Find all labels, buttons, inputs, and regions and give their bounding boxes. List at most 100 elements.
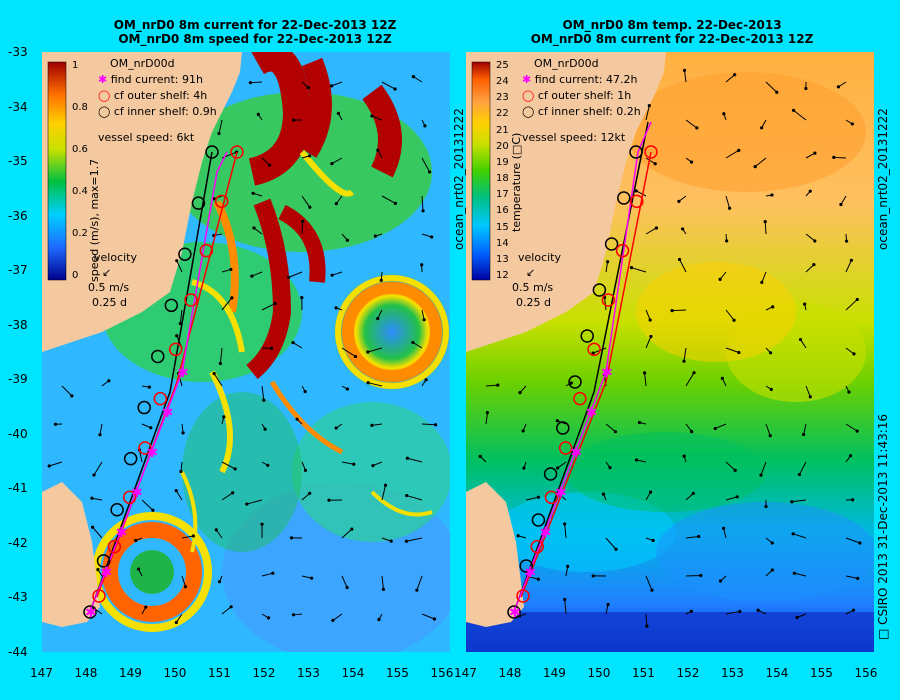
velocity-arrow-head (791, 108, 796, 112)
velocity-arrow-head (366, 350, 370, 354)
speed-map: ✱ ✱ ✱ ✱ ✱ ✱ ✱ (42, 52, 450, 652)
velocity-arrow-head (90, 496, 94, 500)
velocity-arrow-head (181, 431, 185, 435)
velocity-arrow-head (690, 430, 694, 434)
velocity-arrow (635, 190, 647, 197)
velocity-arrow (221, 461, 236, 470)
velocity-arrow (765, 81, 778, 93)
velocity-title: velocity (518, 251, 561, 264)
velocity-arrow-head (768, 434, 772, 438)
speed-map-panel[interactable]: ✱ ✱ ✱ ✱ ✱ ✱ ✱ 1 0.8 0.6 0.4 0.2 0 speed (m/s), max=… (42, 52, 450, 652)
velocity-arrow-head (222, 415, 226, 419)
velocity-arrow-head (555, 419, 559, 423)
outer-shelf-marker (615, 243, 630, 258)
velocity-arrow-head (269, 346, 274, 351)
velocity-arrow-head (764, 504, 768, 509)
velocity-arrow (636, 459, 647, 463)
velocity-arrow-head (812, 262, 816, 267)
colorbar-tick-label: 12 (496, 270, 509, 281)
velocity-arrow (381, 81, 396, 90)
velocity-arrow-head (653, 162, 657, 166)
y-tick-label: -36 (8, 208, 28, 223)
left-legend: OM_nrD00d ✱ find current: 91h ◯ cf outer… (98, 56, 217, 146)
find-current-marker: ✱ (146, 445, 158, 461)
velocity-arrow-head (647, 104, 651, 108)
legend-find-current-label: find current: 91h (110, 73, 203, 86)
inner-shelf-marker (543, 467, 558, 481)
vessel-speed: vessel speed: 6kt (98, 131, 195, 144)
velocity-arrow (288, 271, 303, 278)
colorbar-tick-label: 19 (496, 156, 509, 168)
velocity-arrow-head (217, 131, 221, 136)
legend-outer-shelf: ◯ cf outer shelf: 4h (98, 89, 208, 102)
inner-shelf-marker (191, 196, 206, 210)
velocity-arrow (292, 342, 303, 349)
velocity-arrow-head (433, 423, 438, 427)
velocity-arrow-head (248, 81, 253, 85)
velocity-arrow (213, 373, 223, 387)
velocity-arrow-head (345, 585, 349, 590)
colorbar-tick-label: 14 (496, 237, 509, 249)
velocity-arrow-icon: ↙ (102, 266, 112, 279)
velocity-arrow (301, 221, 304, 235)
velocity-arrow (261, 572, 273, 577)
velocity-arrow-head (681, 227, 685, 231)
outer-shelf-marker (644, 145, 658, 159)
velocity-arrow-head (650, 588, 654, 592)
velocity-arrow-head (485, 411, 490, 415)
inner-shelf-marker (83, 605, 97, 619)
inner-shelf-marker (123, 451, 138, 466)
velocity-arrow-head (566, 564, 570, 568)
velocity-arrow-head (334, 202, 338, 206)
velocity-arrow-head (855, 429, 859, 433)
velocity-arrow (221, 297, 233, 311)
velocity-arrow-head (851, 498, 855, 502)
temperature-map-panel[interactable]: ✱ ✱ ✱ ✱ ✱ ✱ ✱ 25 24 23 22 21 20 19 18 17 16 15 14 13 12 tem… (466, 52, 874, 652)
colorbar-tick-label: 0 (72, 270, 79, 281)
velocity-arrow-head (376, 148, 380, 152)
land-tasmania (42, 482, 100, 627)
velocity-arrow-head (411, 340, 415, 345)
velocity-arrow (215, 529, 223, 539)
velocity-arrow-head (178, 321, 182, 326)
legend-outer-shelf-label: cf outer shelf: 1h (537, 89, 632, 102)
velocity-arrow (331, 271, 343, 276)
velocity-time-label: 0.25 d (516, 296, 551, 309)
route-markers: ✱ ✱ ✱ ✱ ✱ ✱ ✱ (83, 145, 244, 621)
velocity-arrow-head (848, 454, 853, 458)
find-current-marker: ✱ (570, 445, 582, 461)
vessel-speed: vessel speed: 12kt (522, 131, 626, 144)
colorbar-tick-label: 15 (496, 221, 509, 233)
velocity-arrow-head (769, 351, 773, 355)
velocity-arrow (301, 492, 310, 501)
velocity-arrow-head (697, 534, 701, 539)
velocity-arrow-head (760, 280, 764, 285)
velocity-arrow (805, 264, 815, 273)
velocity-arrow-head (648, 318, 652, 322)
velocity-arrow-head (415, 588, 419, 592)
velocity-arrow-head (522, 466, 526, 470)
land-mainland (42, 52, 242, 352)
velocity-arrow-head (370, 423, 374, 427)
outer-shelf-marker (153, 391, 168, 406)
velocity-arrow-head (847, 390, 851, 394)
inner-shelf-marker (580, 329, 594, 343)
velocity-arrow-head (629, 266, 634, 270)
velocity-arrow-head (852, 352, 856, 356)
velocity-arrow (331, 157, 343, 165)
x-tick-label: 151 (208, 666, 231, 680)
velocity-arrow-head (47, 464, 51, 468)
velocity-arrow-head (331, 618, 335, 623)
velocity-arrow-head (377, 617, 381, 622)
velocity-arrow-head (721, 526, 726, 530)
velocity-arrow-head (770, 193, 774, 197)
inner-shelf-marker (96, 554, 111, 568)
velocity-arrow-head (366, 381, 370, 385)
velocity-arrow-head (536, 495, 541, 499)
velocity-arrow-head (770, 568, 774, 572)
velocity-arrow (645, 575, 653, 591)
y-tick-label: -39 (8, 372, 28, 386)
velocity-arrow-head (850, 122, 854, 126)
velocity-arrow (175, 490, 183, 501)
legend-outer-shelf-label: cf outer shelf: 4h (113, 89, 208, 102)
